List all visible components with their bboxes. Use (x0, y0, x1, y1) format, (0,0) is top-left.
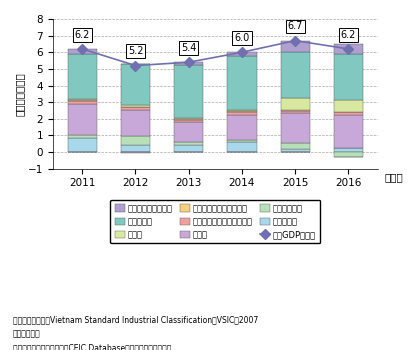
Bar (121, 152, 150, 153)
Bar (334, 152, 363, 157)
Bar (334, 54, 363, 100)
Bar (227, 142, 257, 152)
Bar (334, 44, 363, 54)
Bar (68, 134, 97, 138)
Bar (227, 56, 257, 110)
Bar (174, 120, 203, 122)
Bar (68, 49, 97, 54)
Bar (121, 107, 150, 110)
Bar (280, 41, 310, 52)
Text: 年基準: 年基準 (13, 329, 40, 338)
Bar (68, 104, 97, 134)
Bar (174, 119, 203, 120)
Bar (280, 111, 310, 113)
Bar (121, 136, 150, 145)
Bar (334, 112, 363, 115)
Bar (121, 110, 150, 136)
Bar (121, 105, 150, 107)
Text: 5.2: 5.2 (128, 47, 143, 56)
Bar (68, 101, 97, 104)
Bar (280, 110, 310, 111)
Bar (334, 148, 363, 152)
Text: 6.2: 6.2 (341, 30, 356, 40)
Bar (174, 122, 203, 142)
Text: （年）: （年） (384, 173, 403, 183)
Text: 6.0: 6.0 (234, 33, 250, 43)
Bar (174, 64, 203, 118)
Bar (174, 118, 203, 119)
Y-axis label: （前年比、％）: （前年比、％） (15, 72, 25, 116)
Bar (227, 111, 257, 112)
Text: 6.2: 6.2 (74, 30, 90, 40)
Bar (334, 115, 363, 148)
Bar (174, 142, 203, 145)
Bar (227, 112, 257, 115)
Bar (68, 100, 97, 101)
Legend: 間接税（除補助金）, サービス業, 建設業, 水供給、下水処理、修理, 電気、ガス、エアコン供給, 製造業, 鉱業・採掘業, 農林水産業, 実質GDP成長率: 間接税（除補助金）, サービス業, 建設業, 水供給、下水処理、修理, 電気、ガ… (110, 200, 320, 244)
Bar (280, 149, 310, 152)
Bar (227, 140, 257, 142)
Text: 資料：ベトナム統計総局、CEIC Databaseから経済産業省作成。: 資料：ベトナム統計総局、CEIC Databaseから経済産業省作成。 (13, 343, 171, 350)
Bar (68, 54, 97, 99)
Text: 備考：産業分類はVietnam Standard Industrial Classification（VSIC）2007: 備考：産業分類はVietnam Standard Industrial Clas… (13, 315, 258, 324)
Bar (280, 52, 310, 98)
Bar (280, 98, 310, 110)
Bar (227, 52, 257, 56)
Bar (121, 145, 150, 152)
Bar (334, 100, 363, 112)
Bar (227, 110, 257, 111)
Bar (174, 62, 203, 64)
Bar (121, 64, 150, 105)
Bar (280, 142, 310, 149)
Bar (68, 99, 97, 100)
Bar (280, 113, 310, 142)
Text: 6.7: 6.7 (288, 21, 303, 31)
Bar (227, 115, 257, 140)
Bar (174, 145, 203, 152)
Text: 5.4: 5.4 (181, 43, 196, 53)
Bar (68, 138, 97, 152)
